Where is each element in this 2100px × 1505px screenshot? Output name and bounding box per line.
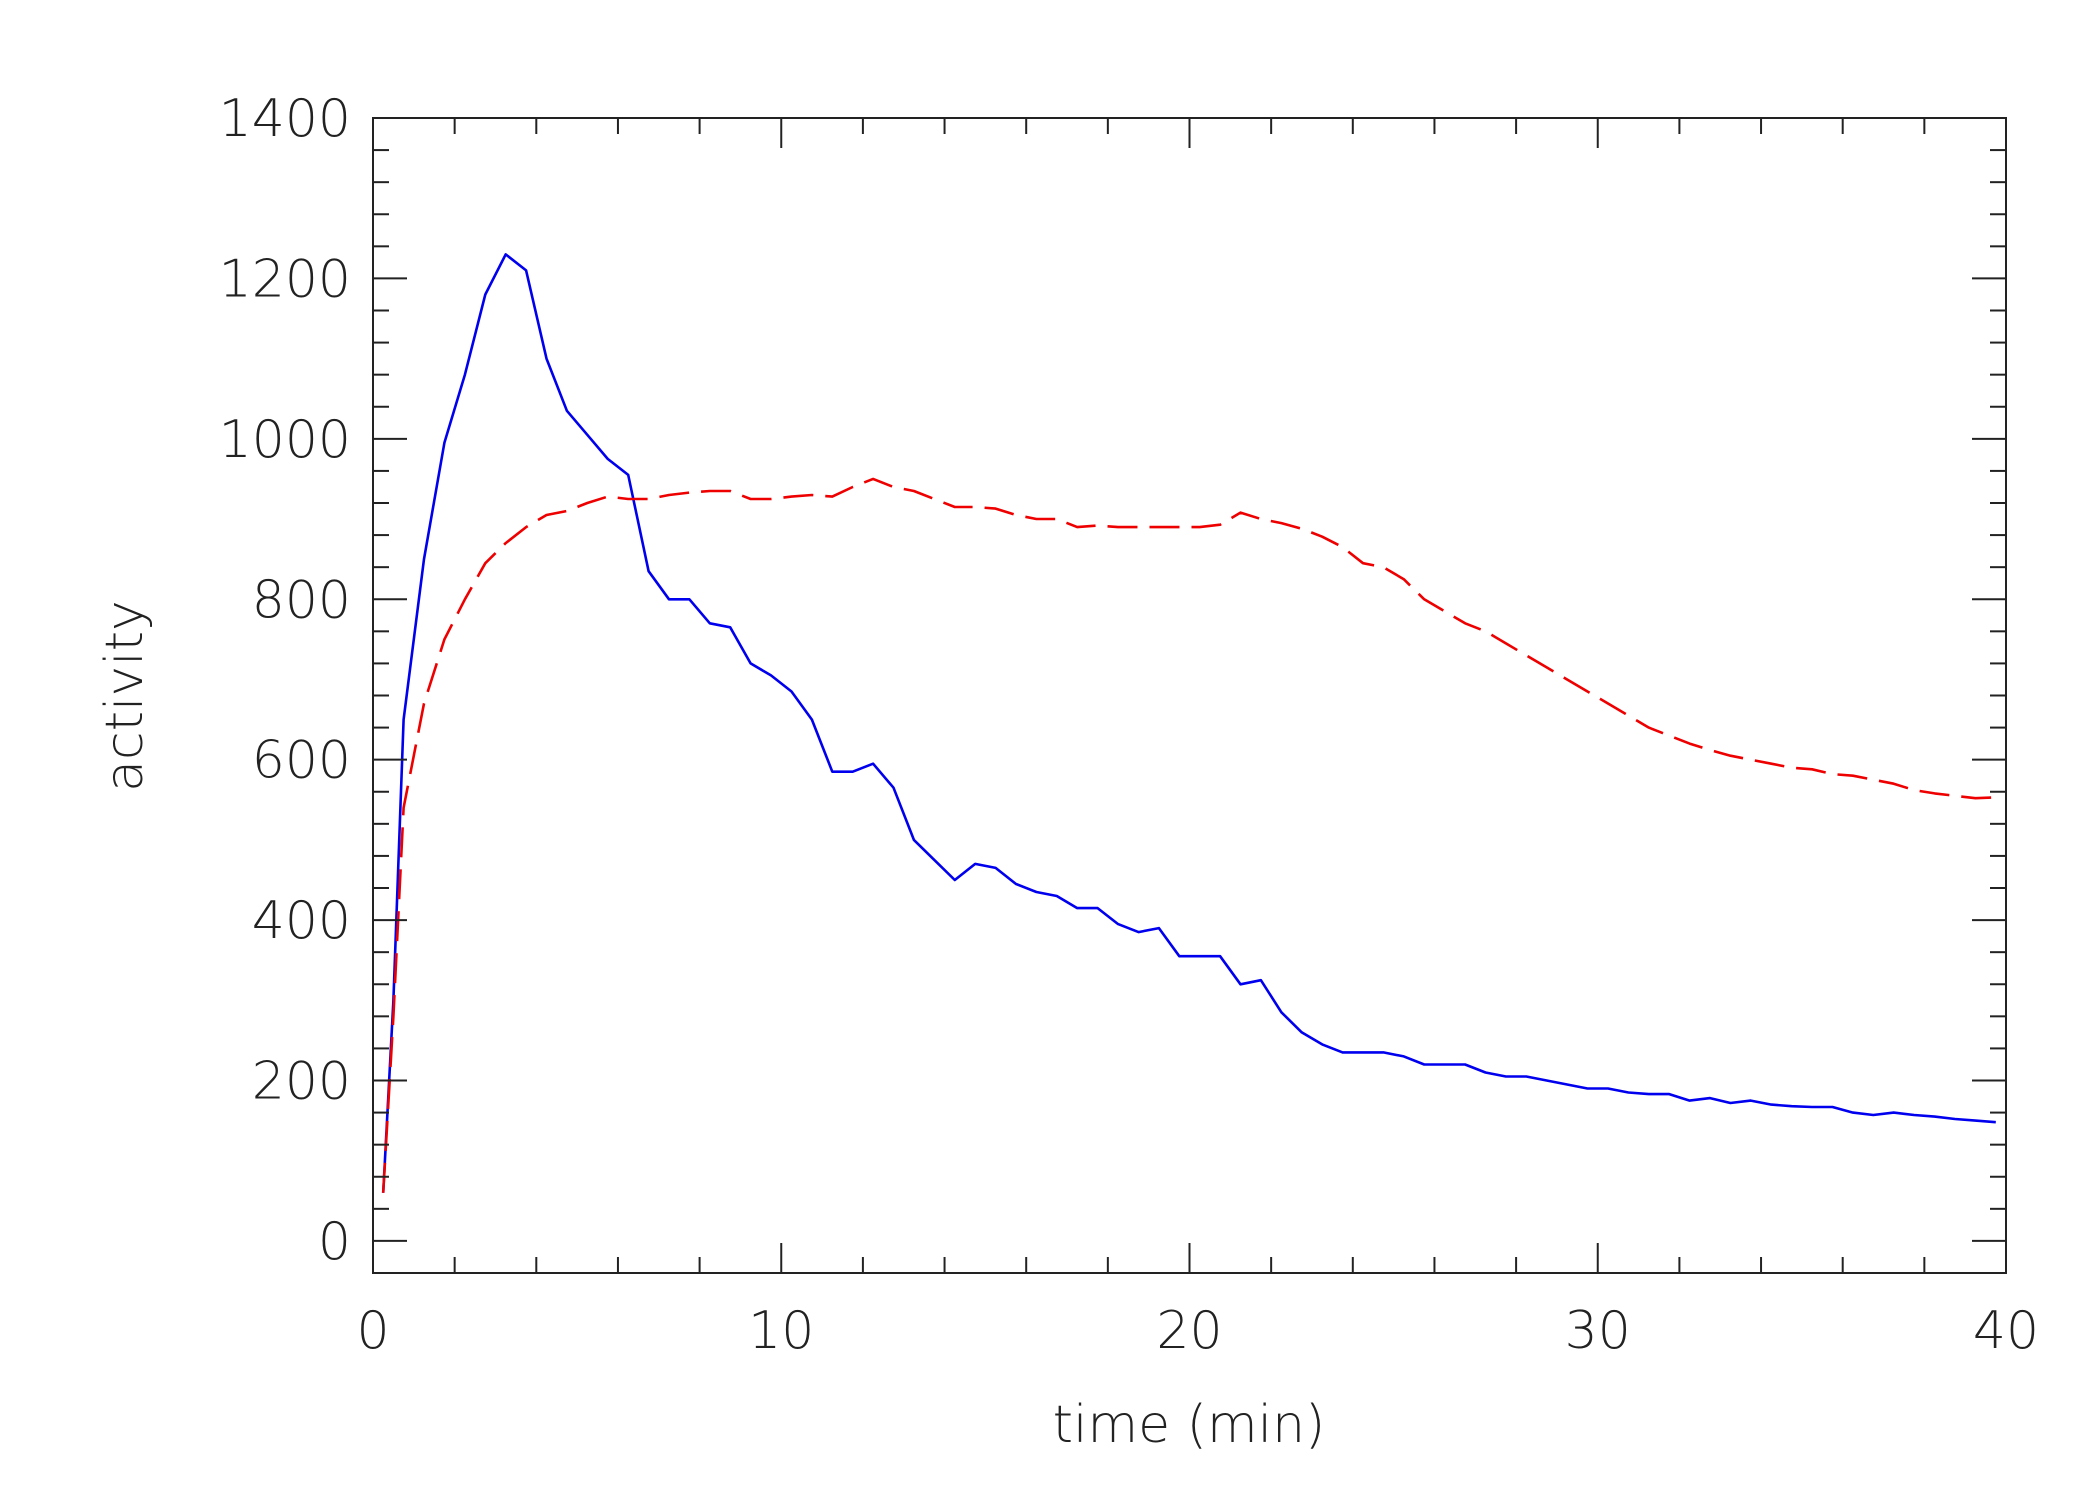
x-tick-label: 10 xyxy=(748,1301,814,1361)
x-tick-label: 0 xyxy=(356,1301,389,1361)
y-tick-label: 1000 xyxy=(219,410,351,470)
y-tick-label: 1200 xyxy=(219,249,351,309)
x-tick-label: 20 xyxy=(1156,1301,1222,1361)
plot-frame xyxy=(372,117,2007,1274)
y-tick-label: 1400 xyxy=(219,89,351,149)
x-tick-label: 40 xyxy=(1973,1301,2039,1361)
x-tick-label: 30 xyxy=(1565,1301,1631,1361)
y-tick-label: 200 xyxy=(252,1052,351,1112)
y-tick-label: 400 xyxy=(252,891,351,951)
series-line-2 xyxy=(381,477,1996,1193)
x-axis-label: time (min) xyxy=(1053,1395,1326,1455)
y-tick-label: 600 xyxy=(252,731,351,791)
y-axis-label: activity xyxy=(95,600,155,792)
series-line-1 xyxy=(381,253,1996,1193)
y-tick-label: 0 xyxy=(318,1212,351,1272)
y-tick-label: 800 xyxy=(252,570,351,630)
